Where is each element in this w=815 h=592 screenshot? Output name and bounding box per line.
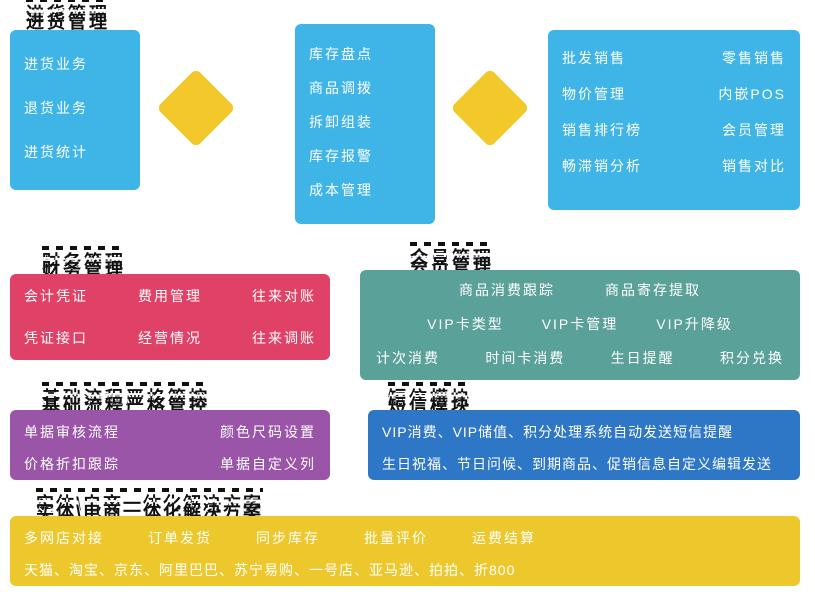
purchase-module: 进货业务 退货业务 进货统计 [10, 30, 140, 190]
module-item: 商品消费跟踪 [459, 280, 555, 300]
module-item: 往来对账 [252, 286, 316, 306]
module-item: 销售对比 [722, 156, 786, 176]
module-item: 单据自定义列 [220, 454, 316, 474]
module-item: VIP升降级 [656, 314, 733, 334]
module-item: 多网店对接 [24, 528, 104, 548]
module-item: 会计凭证 [24, 286, 88, 306]
module-item: 库存盘点 [309, 44, 421, 64]
module-item: 商品调拨 [309, 78, 421, 98]
module-item: 往来调账 [252, 328, 316, 348]
module-item: 颜色尺码设置 [220, 422, 316, 442]
module-item: 进货统计 [24, 142, 126, 162]
module-item: 单据审核流程 [24, 422, 120, 442]
module-item: 天猫、淘宝、京东、阿里巴巴、苏宁易购、一号店、亚马逊、拍拍、折800 [24, 560, 786, 580]
module-item: 会员管理 [722, 120, 786, 140]
ecom-module: 多网店对接 订单发货 同步库存 批量评价 运费结算 天猫、淘宝、京东、阿里巴巴、… [10, 516, 800, 586]
stock-module: 库存盘点 商品调拨 拆卸组装 库存报警 成本管理 [295, 24, 435, 224]
module-item: 生日祝福、节日问候、到期商品、促销信息自定义编辑发送 [382, 454, 786, 474]
module-item: 内嵌POS [718, 84, 786, 104]
module-item: 批量评价 [364, 528, 428, 548]
module-item: VIP消费、VIP储值、积分处理系统自动发送短信提醒 [382, 422, 786, 442]
module-item: 退货业务 [24, 98, 126, 118]
module-item: 批发销售 [562, 48, 626, 68]
sales-module: 批发销售 零售销售 物价管理 内嵌POS 销售排行榜 会员管理 畅滞销分析 销售… [548, 30, 800, 210]
finance-module: 会计凭证 费用管理 往来对账 凭证接口 经营情况 往来调账 [10, 274, 330, 360]
connector-diamond [156, 68, 235, 147]
module-item: 生日提醒 [611, 348, 675, 368]
module-item: 成本管理 [309, 180, 421, 200]
module-item: 计次消费 [376, 348, 440, 368]
module-item: 费用管理 [138, 286, 202, 306]
module-item: 拆卸组装 [309, 112, 421, 132]
member-module: 商品消费跟踪 商品寄存提取 VIP卡类型 VIP卡管理 VIP升降级 计次消费 … [360, 270, 800, 380]
module-item: 畅滞销分析 [562, 156, 642, 176]
connector-diamond [450, 68, 529, 147]
module-item: 运费结算 [472, 528, 536, 548]
module-item: 销售排行榜 [562, 120, 642, 140]
module-item: 库存报警 [309, 146, 421, 166]
sms-module: VIP消费、VIP储值、积分处理系统自动发送短信提醒 生日祝福、节日问候、到期商… [368, 410, 800, 480]
module-item: 积分兑换 [720, 348, 784, 368]
basic-module: 单据审核流程 颜色尺码设置 价格折扣跟踪 单据自定义列 [10, 410, 330, 480]
module-item: 订单发货 [148, 528, 212, 548]
module-item: 时间卡消费 [485, 348, 565, 368]
module-item: 物价管理 [562, 84, 626, 104]
module-item: VIP卡类型 [427, 314, 504, 334]
module-item: 同步库存 [256, 528, 320, 548]
module-item: 经营情况 [138, 328, 202, 348]
module-item: 价格折扣跟踪 [24, 454, 120, 474]
module-item: 零售销售 [722, 48, 786, 68]
module-item: 进货业务 [24, 54, 126, 74]
module-item: 凭证接口 [24, 328, 88, 348]
module-item: VIP卡管理 [542, 314, 619, 334]
module-item: 商品寄存提取 [605, 280, 701, 300]
